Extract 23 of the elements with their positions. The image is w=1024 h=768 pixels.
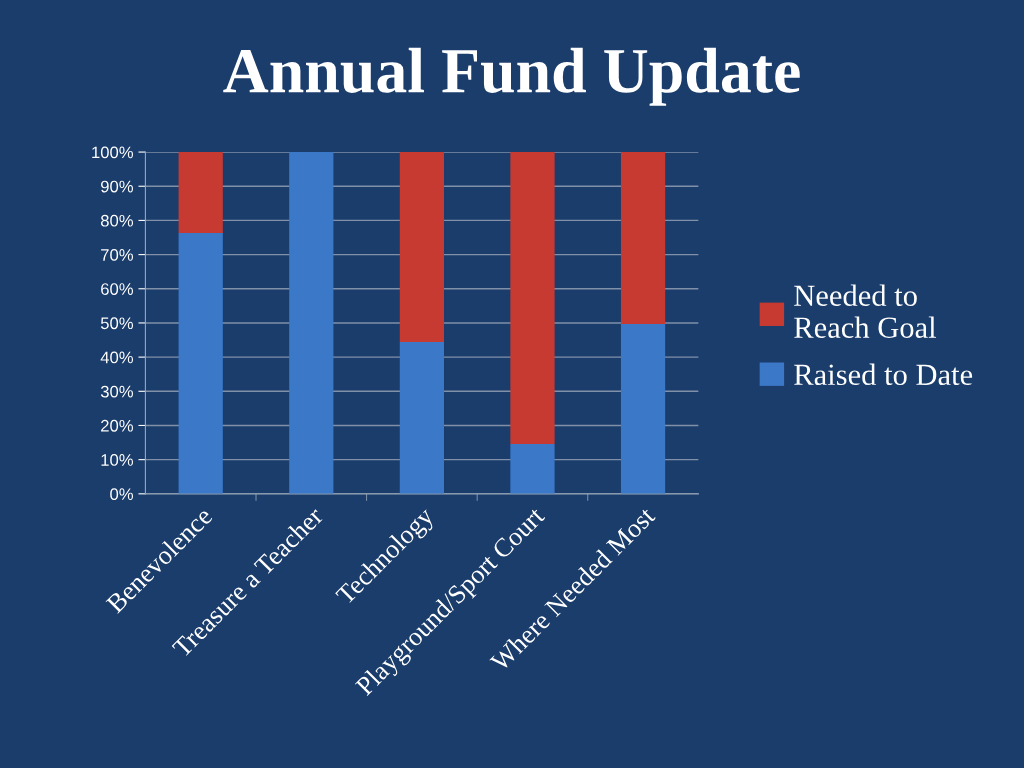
legend-label: Needed to Reach Goal xyxy=(794,284,937,338)
y-tick-label: 70% xyxy=(101,248,134,261)
bar xyxy=(399,152,445,343)
bar xyxy=(510,443,555,494)
y-tick-label: 0% xyxy=(110,488,134,501)
y-tick-label: 40% xyxy=(100,351,134,364)
bar xyxy=(620,152,666,324)
chart-title: Annual Fund Update xyxy=(223,47,800,106)
bar xyxy=(289,152,334,494)
bar xyxy=(178,152,223,234)
y-tick-label: 20% xyxy=(101,419,134,432)
bar xyxy=(620,323,666,494)
bar xyxy=(510,152,555,444)
bar xyxy=(399,342,445,494)
y-tick-label: 50% xyxy=(100,317,134,330)
y-tick-label: 90% xyxy=(101,180,134,193)
bar xyxy=(178,233,223,494)
y-tick-label: 60% xyxy=(101,283,134,295)
y-tick-label: 100% xyxy=(92,146,134,159)
y-tick-label: 30% xyxy=(100,385,134,398)
y-tick-label: 10% xyxy=(101,454,134,466)
legend-label: Raised to Date xyxy=(794,363,973,386)
y-tick-label: 80% xyxy=(100,214,134,227)
